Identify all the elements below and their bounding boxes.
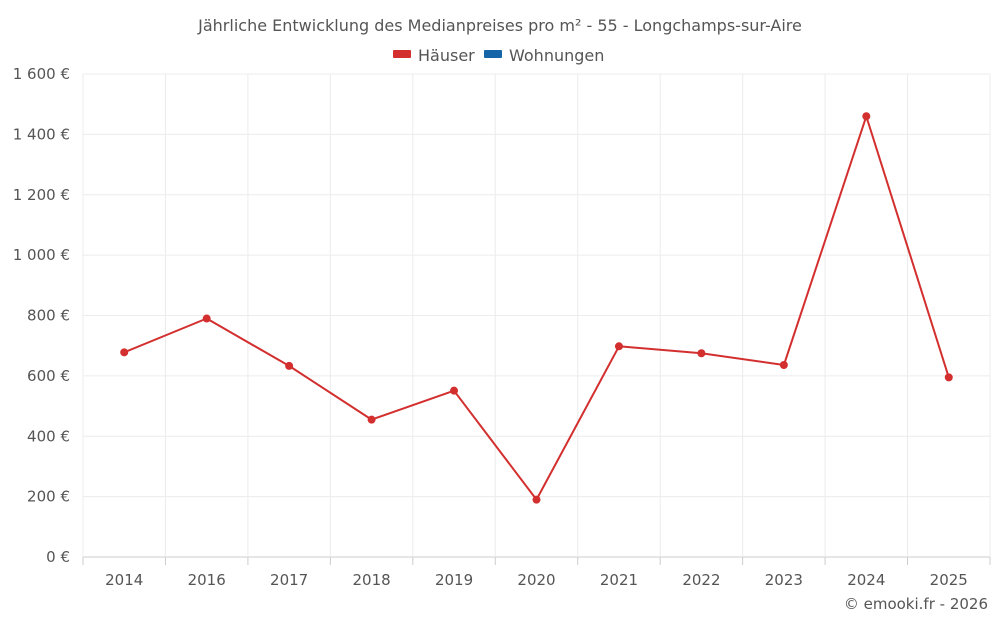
x-tick-label: 2016: [188, 571, 226, 589]
x-tick-label: 2025: [930, 571, 968, 589]
y-tick-label: 200 €: [27, 488, 70, 506]
x-tick-label: 2017: [270, 571, 308, 589]
data-point[interactable]: [614, 342, 623, 351]
y-tick-label: 1 600 €: [13, 65, 70, 83]
x-tick-label: 2023: [765, 571, 803, 589]
data-point[interactable]: [779, 361, 788, 370]
data-point[interactable]: [944, 373, 953, 382]
legend: Häuser Wohnungen: [393, 46, 604, 65]
data-point[interactable]: [285, 361, 294, 370]
y-tick-label: 600 €: [27, 367, 70, 385]
y-tick-label: 0 €: [46, 548, 70, 566]
data-point[interactable]: [450, 386, 459, 395]
legend-swatch-apartments: [484, 50, 502, 58]
data-point[interactable]: [367, 415, 376, 424]
x-tick-label: 2014: [105, 571, 143, 589]
legend-item-apartments[interactable]: Wohnungen: [484, 46, 604, 65]
credit: © emooki.fr - 2026: [844, 595, 988, 613]
x-tick-label: 2022: [682, 571, 720, 589]
x-tick-label: 2021: [600, 571, 638, 589]
chart-title: Jährliche Entwicklung des Medianpreises …: [197, 16, 802, 35]
data-point[interactable]: [202, 314, 211, 323]
legend-label-houses: Häuser: [418, 46, 475, 65]
y-tick-label: 1 000 €: [13, 246, 70, 264]
legend-item-houses[interactable]: Häuser: [393, 46, 475, 65]
y-tick-label: 400 €: [27, 427, 70, 445]
x-tick-label: 2019: [435, 571, 473, 589]
data-point[interactable]: [120, 348, 129, 357]
plot-area: [120, 112, 953, 504]
y-tick-label: 1 400 €: [13, 125, 70, 143]
x-tick-label: 2020: [517, 571, 555, 589]
gridlines: [82, 73, 991, 558]
x-axis: 2014 2016 2017 2018 2019 2020 2021 2022 2023 2024…: [82, 557, 991, 589]
data-point[interactable]: [697, 349, 706, 358]
x-tick-label: 2018: [352, 571, 390, 589]
y-tick-label: 1 200 €: [13, 186, 70, 204]
y-tick-label: 800 €: [27, 307, 70, 325]
x-tick-label: 2024: [847, 571, 885, 589]
data-point[interactable]: [532, 495, 541, 504]
data-point[interactable]: [862, 112, 871, 121]
legend-label-apartments: Wohnungen: [509, 46, 604, 65]
y-axis: 0 € 200 € 400 € 600 € 800 € 1 000 € 1 200 € 1 4…: [13, 65, 70, 566]
legend-swatch-houses: [393, 50, 411, 58]
